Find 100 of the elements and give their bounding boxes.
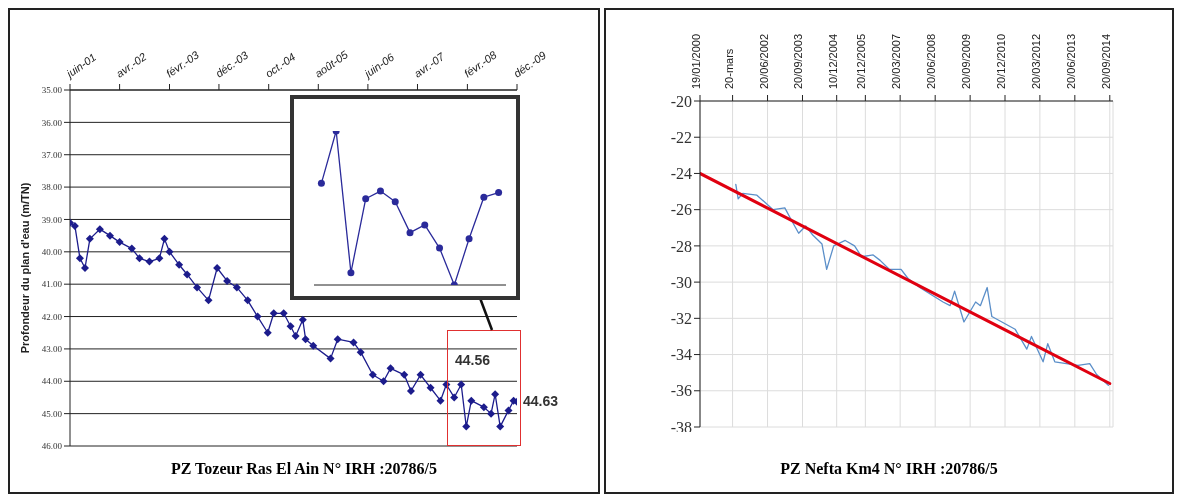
point xyxy=(356,348,365,357)
y-tick-label: -34 xyxy=(670,346,692,364)
point xyxy=(223,276,232,285)
point xyxy=(155,254,164,263)
x-tick-label: 20/03/2012 xyxy=(1029,33,1042,89)
point xyxy=(160,234,169,243)
point xyxy=(504,406,513,415)
x-tick-label: 20-mars xyxy=(722,48,735,89)
y-tick-label: -30 xyxy=(670,273,692,291)
annotation: 44.56 xyxy=(455,352,491,368)
y-tick-label: 46.00 xyxy=(41,441,63,452)
point xyxy=(457,380,466,389)
point xyxy=(317,179,325,187)
point xyxy=(465,235,473,243)
x-tick-label: 10/12/2004 xyxy=(826,33,839,89)
point xyxy=(279,309,288,318)
point xyxy=(286,322,295,331)
point xyxy=(135,254,144,263)
y-tick-label: 44.00 xyxy=(41,376,63,387)
point xyxy=(436,396,445,405)
point xyxy=(165,247,174,256)
point xyxy=(349,338,358,347)
x-tick-label: 20/06/2008 xyxy=(925,33,938,89)
y-tick-label: 45.00 xyxy=(41,408,63,419)
point xyxy=(309,341,318,350)
point xyxy=(193,283,202,292)
y-tick-label: 40.00 xyxy=(41,247,63,258)
x-tick-label: 20/09/2003 xyxy=(792,33,805,89)
x-tick-label: 20/06/2013 xyxy=(1064,33,1077,89)
point xyxy=(95,225,104,234)
point xyxy=(462,422,471,431)
point xyxy=(487,409,496,418)
point xyxy=(436,244,444,252)
x-tick-label: 20/09/2014 xyxy=(1099,33,1112,89)
point xyxy=(232,283,241,292)
text: PZ Nefta Km4 N° IRH :20786/5 xyxy=(779,460,999,478)
point xyxy=(362,195,370,203)
y-tick-label: 37.00 xyxy=(41,149,63,160)
point xyxy=(406,229,414,237)
y-tick-label: 35.00 xyxy=(41,85,63,96)
x-tick-label: 20/06/2002 xyxy=(757,33,770,89)
point xyxy=(416,370,425,379)
point xyxy=(175,260,184,269)
point xyxy=(263,328,272,337)
y-tick-label: -22 xyxy=(670,128,692,146)
point xyxy=(347,269,355,277)
y-tick-label: -20 xyxy=(670,92,692,110)
point xyxy=(386,364,395,373)
point xyxy=(291,331,300,340)
point xyxy=(450,393,459,402)
point xyxy=(105,231,114,240)
point xyxy=(496,422,505,431)
point xyxy=(298,315,307,324)
y-axis-title: Profondeur du plan d'eau (m/TN) xyxy=(18,182,31,354)
point xyxy=(368,370,377,379)
point xyxy=(145,257,154,266)
point xyxy=(85,234,94,243)
x-tick-label: 20/12/2010 xyxy=(995,33,1008,89)
y-tick-label: 41.00 xyxy=(41,279,63,290)
y-tick-label: 43.00 xyxy=(41,344,63,355)
y-tick-label: 36.00 xyxy=(41,117,63,128)
y-tick-label: 42.00 xyxy=(41,311,63,322)
point xyxy=(391,198,399,206)
point xyxy=(491,390,500,399)
point xyxy=(333,335,342,344)
point xyxy=(480,193,488,201)
y-tick-label: 38.00 xyxy=(41,182,63,193)
x-tick-label: 19/01/2000 xyxy=(690,33,702,89)
y-tick-label: -26 xyxy=(670,201,692,219)
point xyxy=(326,354,335,363)
y-tick-label: -28 xyxy=(670,237,692,255)
point xyxy=(115,238,124,247)
x-tick-label: 20/12/2005 xyxy=(855,33,868,89)
y-tick-label: -24 xyxy=(670,165,692,183)
x-tick-label: 20/09/2009 xyxy=(960,33,973,89)
point xyxy=(467,396,476,405)
text: PZ Tozeur Ras El Ain N° IRH :20786/5 xyxy=(169,460,439,478)
y-tick-label: -32 xyxy=(670,310,692,328)
point xyxy=(81,264,90,272)
point xyxy=(213,264,222,272)
point xyxy=(70,221,79,230)
point xyxy=(301,335,310,344)
y-tick-label: 39.00 xyxy=(41,214,63,225)
y-tick-label: -38 xyxy=(670,418,692,436)
point xyxy=(376,187,384,195)
annotation: 44.63 xyxy=(523,392,559,409)
point xyxy=(127,244,136,253)
point xyxy=(243,296,252,305)
point xyxy=(269,309,278,318)
point xyxy=(75,254,84,263)
point xyxy=(183,270,192,279)
point xyxy=(479,403,488,412)
point xyxy=(495,189,503,197)
point xyxy=(204,296,213,305)
x-tick-label: 20/03/2007 xyxy=(890,33,903,89)
point xyxy=(406,386,415,395)
point xyxy=(421,221,429,229)
point xyxy=(379,377,388,386)
point xyxy=(400,370,409,379)
y-tick-label: -36 xyxy=(670,382,692,400)
